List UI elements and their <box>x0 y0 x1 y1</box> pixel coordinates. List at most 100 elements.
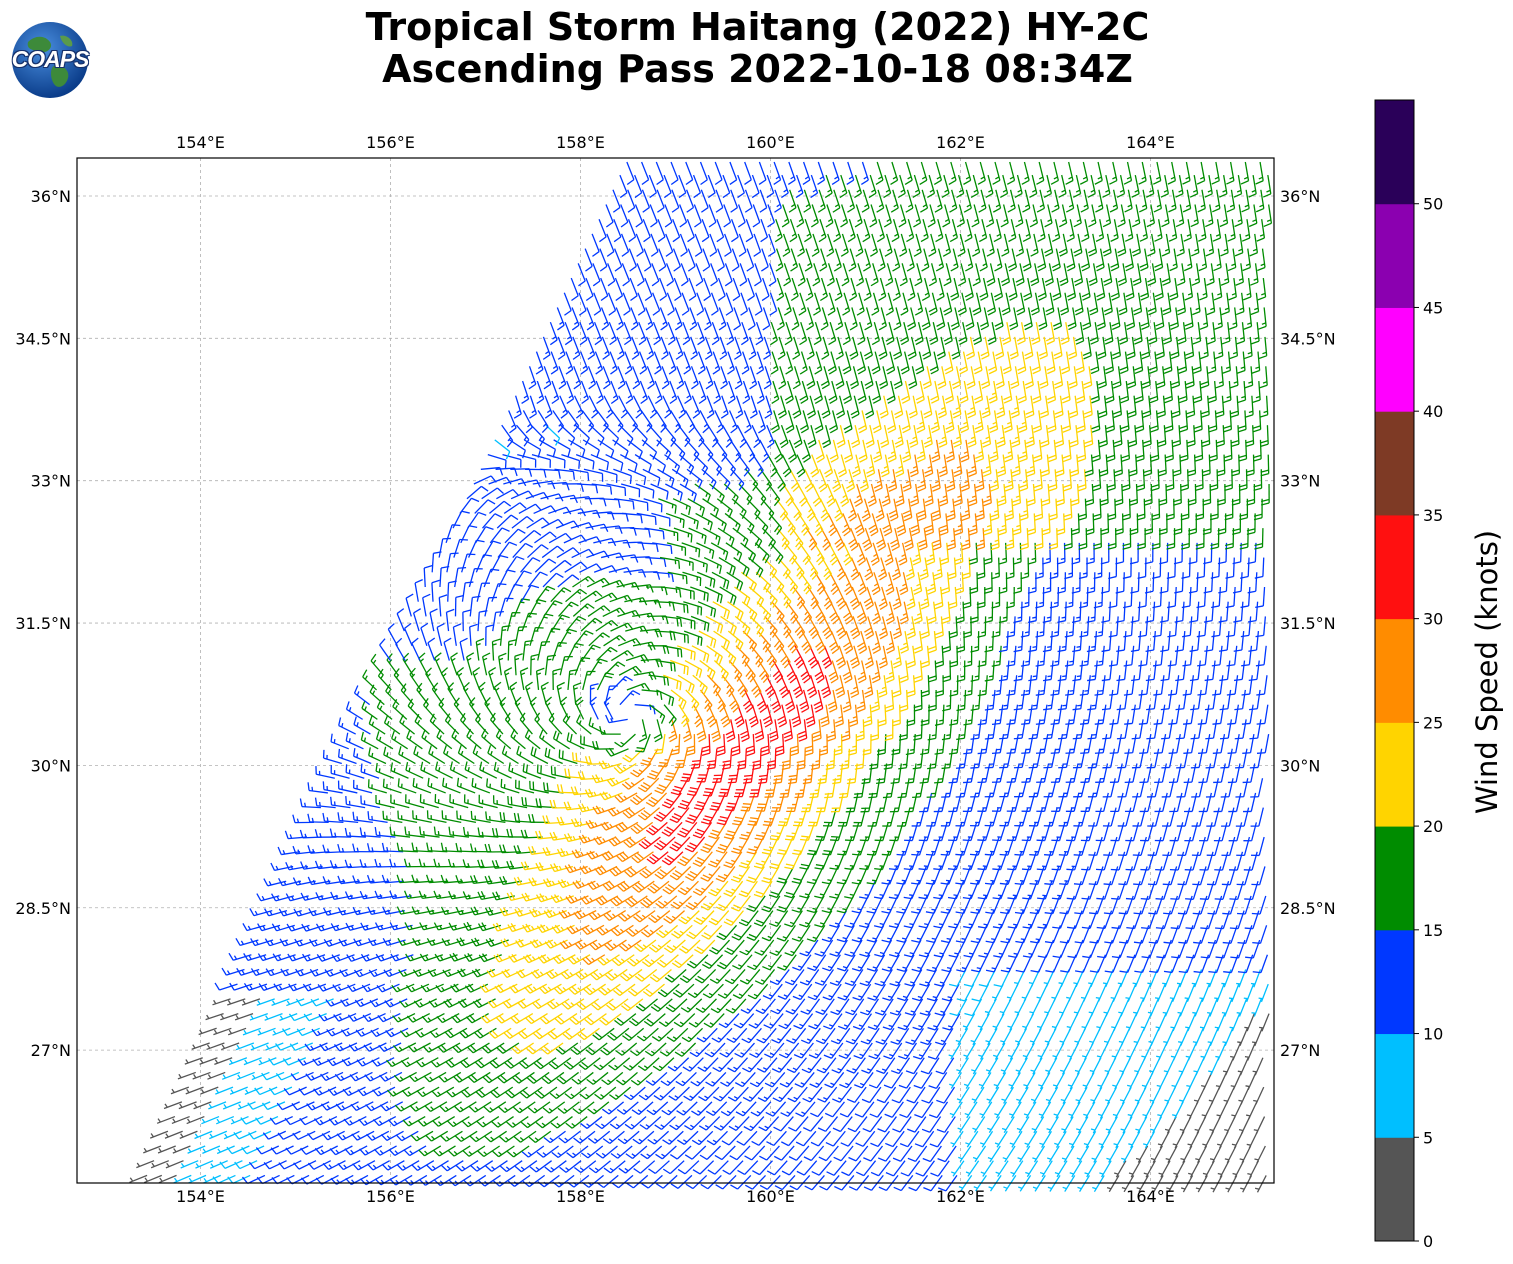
barb-half-feather <box>1170 1055 1176 1058</box>
barb-half-feather <box>1135 1157 1141 1161</box>
barb-half-feather <box>579 1137 584 1142</box>
barb-half-feather <box>1044 1040 1049 1043</box>
barb-half-feather <box>646 1153 651 1157</box>
barb-half-feather <box>202 1148 207 1153</box>
barb-half-feather <box>995 1171 1000 1175</box>
wind-barb <box>833 1145 854 1162</box>
barb-staff <box>862 1130 876 1147</box>
barb-feather <box>285 1147 292 1155</box>
barb-staff <box>937 1130 949 1148</box>
wind-barb <box>1224 1145 1237 1164</box>
wind-barb <box>455 1160 479 1172</box>
barb-half-feather <box>371 1135 376 1140</box>
wind-barb <box>432 1145 456 1157</box>
wind-barb <box>1158 1160 1171 1178</box>
barb-staff <box>312 1130 331 1141</box>
logo-text: COAPS <box>11 46 90 72</box>
wind-barb <box>194 1130 213 1140</box>
barb-half-feather <box>571 1123 576 1127</box>
wind-barb <box>1039 1160 1053 1178</box>
barb-half-feather <box>565 1167 570 1171</box>
barb-half-feather <box>1080 996 1086 999</box>
barb-half-feather <box>1170 1026 1175 1029</box>
barb-staff <box>282 1130 301 1140</box>
barb-staff <box>305 1145 324 1155</box>
wind-barb <box>255 1145 280 1155</box>
barb-half-feather <box>491 1166 496 1170</box>
barb-half-feather <box>438 1121 442 1126</box>
barb-feather <box>506 1121 514 1128</box>
wind-barb <box>165 1160 184 1169</box>
wind-barb <box>892 1145 913 1162</box>
barb-feather <box>810 1141 819 1147</box>
barb-half-feather <box>1081 1026 1086 1029</box>
wind-barb <box>641 1174 663 1189</box>
wind-barb <box>469 1130 493 1143</box>
barb-half-feather <box>1163 1070 1169 1073</box>
wind-barb <box>514 1160 538 1173</box>
barb-staff <box>922 1160 935 1177</box>
barb-half-feather <box>1231 1143 1237 1146</box>
barb-half-feather <box>1128 1172 1134 1175</box>
barb-staff <box>893 1160 906 1177</box>
wind-barb <box>624 1116 647 1130</box>
barb-half-feather <box>958 1156 963 1160</box>
barb-half-feather <box>1230 1085 1235 1088</box>
barb-staff <box>304 1115 323 1126</box>
barb-half-feather <box>1089 1040 1094 1043</box>
barb-half-feather <box>417 1165 421 1170</box>
barb-half-feather <box>1216 1114 1221 1117</box>
wind-barb <box>292 1130 316 1141</box>
barb-half-feather <box>1076 1157 1081 1160</box>
barb-half-feather <box>1103 1011 1108 1014</box>
barb-half-feather <box>320 1149 325 1154</box>
barb-feather <box>811 1170 820 1176</box>
barb-half-feather <box>894 923 899 926</box>
barb-feather <box>759 1155 767 1161</box>
barb-feather <box>602 1138 611 1144</box>
barb-half-feather <box>150 1133 155 1138</box>
wind-barb <box>715 1174 737 1190</box>
title-line-2: Ascending Pass 2022-10-18 08:34Z <box>382 47 1133 91</box>
barb-half-feather <box>1110 997 1115 999</box>
wind-barb <box>307 1160 332 1170</box>
wind-barb <box>373 1115 397 1127</box>
barb-feather <box>1170 927 1180 930</box>
wind-barb <box>677 1160 700 1175</box>
barb-half-feather <box>1140 997 1145 1000</box>
barb-half-feather <box>1251 1041 1257 1044</box>
barb-half-feather <box>704 1124 710 1129</box>
wind-barb <box>647 1130 670 1145</box>
barb-feather <box>632 1138 641 1145</box>
wind-barb <box>795 1130 817 1147</box>
barb-feather <box>255 1117 262 1125</box>
wind-barb <box>848 1145 869 1162</box>
barb-half-feather <box>1102 982 1108 985</box>
wind-barb <box>270 1145 294 1155</box>
barb-half-feather <box>335 1149 340 1154</box>
barb-half-feather <box>1043 982 1048 985</box>
barb-feather <box>440 1164 448 1172</box>
barb-staff <box>298 1160 317 1170</box>
barb-half-feather <box>1005 938 1011 941</box>
barb-feather <box>907 1157 916 1162</box>
wind-barb <box>492 1145 515 1158</box>
barb-feather <box>352 1163 359 1171</box>
barb-staff <box>224 1160 243 1169</box>
barb-half-feather <box>968 923 973 926</box>
barb-feather <box>870 1142 879 1148</box>
barb-half-feather <box>1209 1158 1215 1161</box>
wind-barb <box>380 1130 404 1142</box>
barb-half-feather <box>1118 1011 1123 1014</box>
barb-half-feather <box>483 1151 488 1156</box>
barb-half-feather <box>1231 1114 1236 1117</box>
barb-staff <box>269 1160 287 1170</box>
barb-half-feather <box>1066 1026 1071 1029</box>
wind-barb <box>284 1115 308 1126</box>
barb-half-feather <box>958 1186 964 1189</box>
barb-feather <box>603 1167 612 1174</box>
wind-barb <box>810 1130 832 1147</box>
wind-barb <box>877 1145 898 1162</box>
wind-barb <box>972 1145 987 1163</box>
wind-barb <box>1032 1145 1046 1163</box>
